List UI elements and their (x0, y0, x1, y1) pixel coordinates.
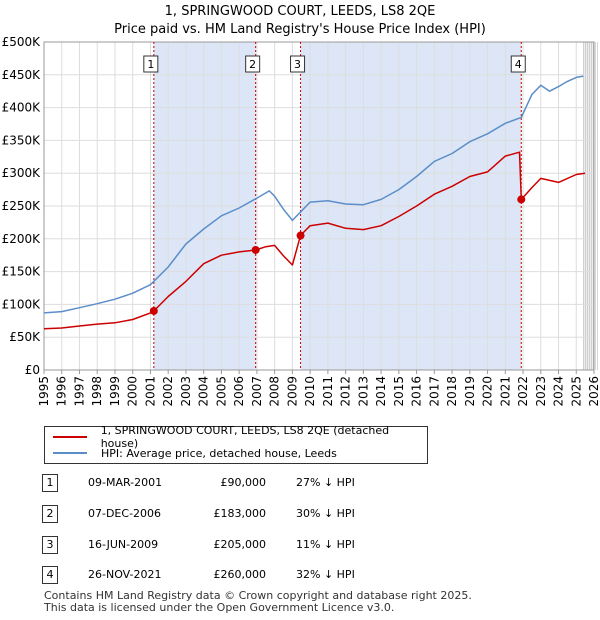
y-tick-label: £300K (2, 166, 42, 180)
x-tick-label: 2002 (161, 376, 175, 407)
sale-hpi-delta: 30% ↓ HPI (296, 507, 355, 520)
sale-point-1 (149, 306, 158, 315)
x-tick-label: 2020 (481, 376, 495, 407)
y-tick-label: £400K (2, 101, 42, 115)
y-tick-label: £500K (2, 35, 42, 49)
sale-point-2 (251, 245, 260, 254)
sale-date: 09-MAR-2001 (88, 476, 163, 489)
sale-hpi-delta: 27% ↓ HPI (296, 476, 355, 489)
x-tick-label: 1998 (90, 376, 104, 407)
x-tick-label: 2016 (410, 376, 424, 407)
sale-price: £90,000 (220, 476, 267, 489)
sale-label-box-1 (143, 55, 159, 73)
sale-number-badge: 3 (42, 536, 58, 554)
y-tick-label: £100K (2, 297, 42, 311)
x-tick-label: 2024 (552, 376, 566, 407)
table-row: 4 26-NOV-2021 £260,000 32% ↓ HPI (0, 566, 600, 586)
table-row: 2 07-DEC-2006 £183,000 30% ↓ HPI (0, 505, 600, 525)
x-tick-label: 2007 (250, 376, 264, 407)
y-tick-label: £150K (2, 265, 42, 279)
x-tick-label: 1997 (72, 376, 86, 407)
x-tick-label: 2023 (534, 376, 548, 407)
footer-copyright: Contains HM Land Registry data © Crown c… (44, 590, 472, 614)
sale-hpi-delta: 32% ↓ HPI (296, 568, 355, 581)
chart-legend: 1, SPRINGWOOD COURT, LEEDS, LS8 2QE (det… (44, 424, 428, 464)
y-tick-label: £350K (2, 133, 42, 147)
x-tick-label: 2026 (587, 376, 600, 407)
x-tick-label: 2021 (498, 376, 512, 407)
footer-line-2: This data is licensed under the Open Gov… (44, 601, 395, 614)
sale-label-box-3 (290, 55, 306, 73)
sale-point-3 (296, 231, 305, 240)
table-row: 3 16-JUN-2009 £205,000 11% ↓ HPI (0, 536, 600, 556)
sale-price: £205,000 (213, 538, 267, 551)
x-tick-label: 2005 (214, 376, 228, 407)
sale-label-box-4 (510, 55, 526, 73)
x-tick-label: 2018 (445, 376, 459, 407)
x-tick-label: 2003 (179, 376, 193, 407)
price-chart: £0 £50K £100K £150K £200K £250K £300K £350K £400… (2, 35, 600, 407)
sale-label-1: 1 (147, 58, 154, 71)
legend-property-label: 1, SPRINGWOOD COURT, LEEDS, LS8 2QE (det… (100, 424, 390, 450)
x-tick-label: 2022 (516, 376, 530, 407)
sale-number-badge: 1 (42, 474, 58, 492)
x-tick-label: 2008 (268, 376, 282, 407)
sale-date: 26-NOV-2021 (88, 568, 162, 581)
sale-date: 07-DEC-2006 (88, 507, 162, 520)
legend-item-property: 1, SPRINGWOOD COURT, LEEDS, LS8 2QE (det… (53, 424, 427, 450)
sale-price: £260,000 (213, 568, 267, 581)
sale-hpi-delta: 11% ↓ HPI (296, 538, 355, 551)
y-tick-label: £50K (9, 330, 41, 344)
x-tick-label: 2017 (427, 376, 441, 407)
sale-price: £183,000 (213, 507, 267, 520)
x-tick-label: 2004 (197, 376, 211, 407)
y-tick-label: £0 (25, 363, 40, 377)
x-tick-label: 1996 (55, 376, 69, 407)
x-tick-label: 2012 (339, 376, 353, 407)
sale-label-box-2 (245, 55, 261, 73)
sale-label-3: 3 (294, 58, 301, 71)
chart-title: 1, SPRINGWOOD COURT, LEEDS, LS8 2QE (164, 4, 436, 19)
chart-subtitle: Price paid vs. HM Land Registry's House … (114, 22, 486, 37)
sale-label-2: 2 (249, 58, 256, 71)
legend-hpi-label: HPI: Average price, detached house, Leed… (101, 446, 337, 460)
x-tick-label: 2011 (321, 376, 335, 407)
plot-frame (43, 41, 595, 371)
x-tick-label: 2000 (126, 376, 140, 407)
x-tick-label: 2025 (569, 376, 583, 407)
table-row: 1 09-MAR-2001 £90,000 27% ↓ HPI (0, 474, 600, 494)
y-tick-label: £200K (2, 232, 42, 246)
legend-hpi-swatch (53, 452, 87, 454)
sale-point-4 (517, 195, 526, 204)
legend-property-swatch (53, 436, 87, 438)
x-tick-label: 2015 (392, 376, 406, 407)
sale-number-badge: 2 (42, 505, 58, 523)
footer-line-1: Contains HM Land Registry data © Crown c… (44, 589, 472, 602)
x-tick-label: 1999 (108, 376, 122, 407)
y-tick-label: £250K (2, 199, 42, 213)
x-tick-label: 2010 (303, 376, 317, 407)
x-tick-label: 2014 (374, 376, 388, 407)
sale-number-badge: 4 (42, 566, 58, 584)
hpi-series-line (43, 75, 584, 314)
x-tick-label: 2001 (143, 376, 157, 407)
sale-label-4: 4 (515, 58, 522, 71)
x-tick-label: 2009 (285, 376, 299, 407)
x-tick-label: 2019 (463, 376, 477, 407)
x-tick-label: 2013 (356, 376, 370, 407)
sale-date: 16-JUN-2009 (88, 538, 159, 551)
x-tick-label: 1995 (37, 376, 51, 407)
legend-item-hpi: HPI: Average price, detached house, Leed… (53, 445, 337, 461)
x-tick-label: 2006 (232, 376, 246, 407)
y-tick-label: £450K (2, 68, 42, 82)
